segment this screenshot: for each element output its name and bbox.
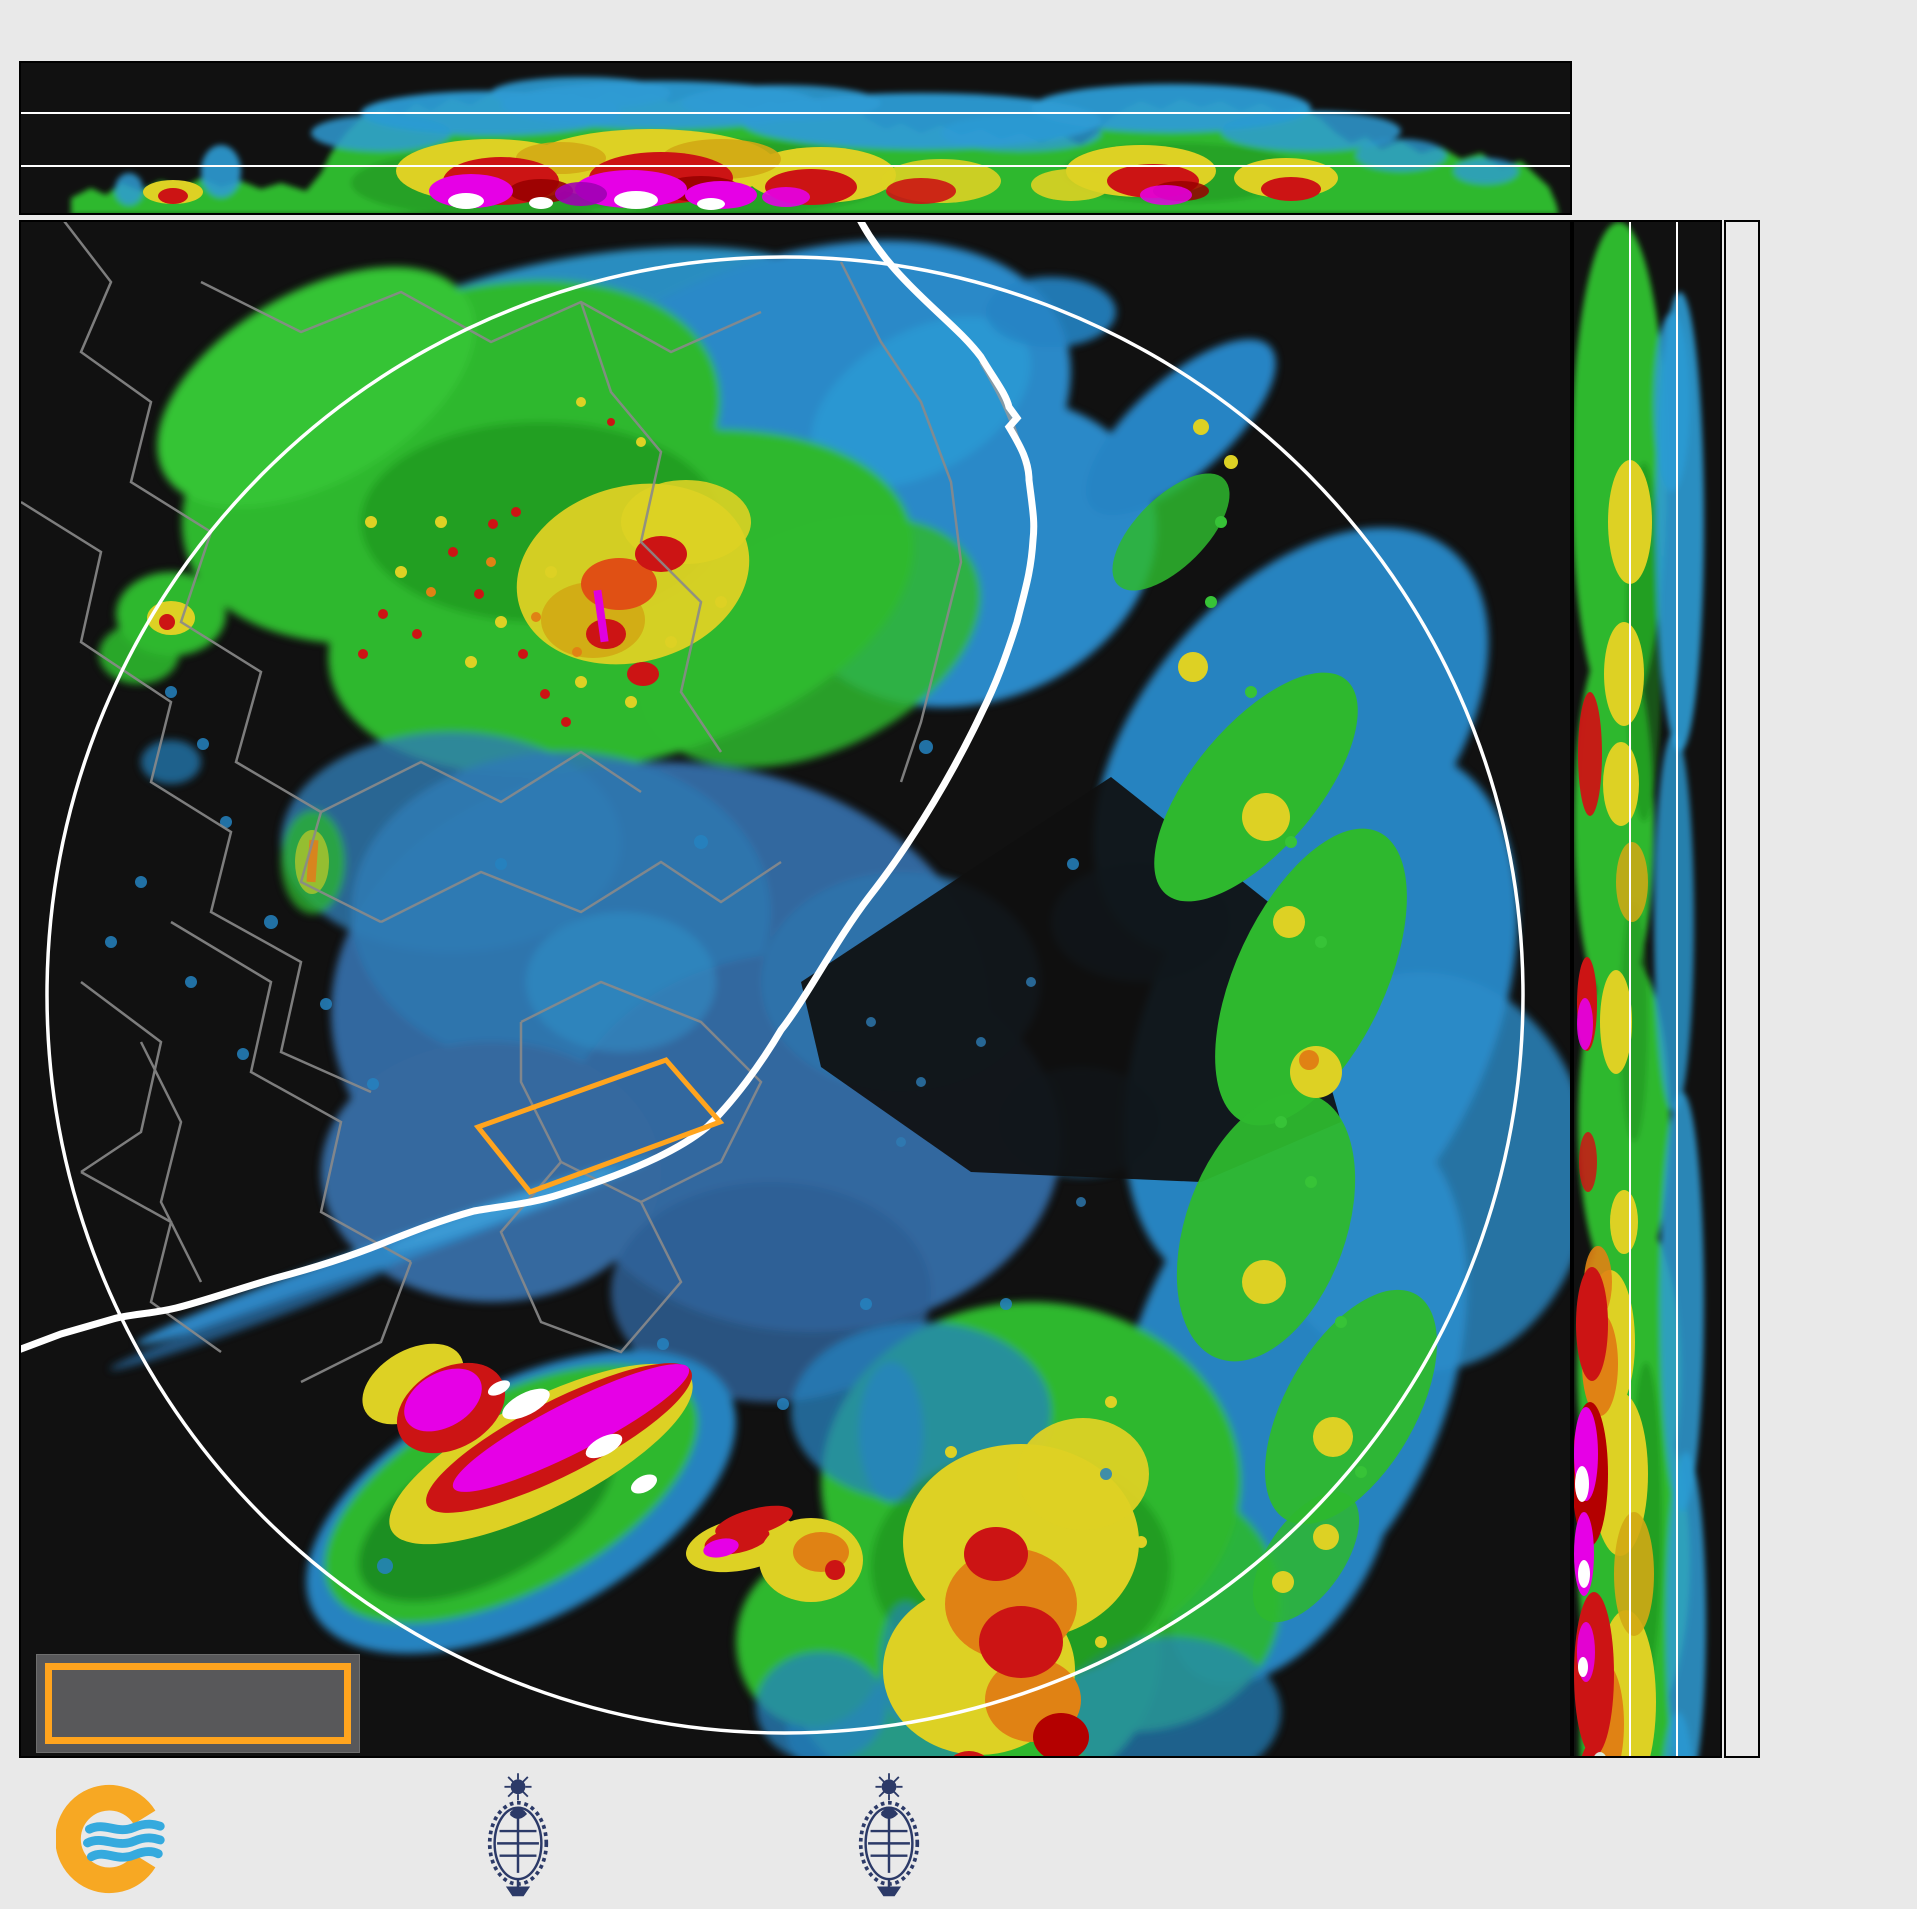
smn-wave-2 — [83, 1833, 165, 1848]
radar-map-plot — [21, 222, 1570, 1756]
ew-cross-section-plot — [21, 63, 1570, 213]
ns-cross-section-plot — [1574, 222, 1720, 1756]
advisory-polygon — [473, 1057, 725, 1195]
ns-echo-cores — [1574, 460, 1656, 1756]
range-ring — [45, 255, 1525, 1735]
footer — [0, 1762, 1917, 1909]
advisory-button[interactable] — [36, 1654, 360, 1753]
smn-c-shape — [56, 1784, 156, 1894]
coastline — [21, 222, 1038, 1353]
economia-crest-icon — [851, 1772, 927, 1900]
defensa-logo-group — [480, 1772, 572, 1900]
colorbar-ticks — [1760, 220, 1910, 1758]
colorbar-scale — [1724, 220, 1760, 1758]
economia-logo-group — [851, 1772, 943, 1900]
defensa-crest-icon — [480, 1772, 556, 1900]
ew-cross-section-panel — [19, 61, 1572, 215]
smn-wave-1 — [85, 1819, 165, 1835]
smn-wave-3 — [86, 1847, 163, 1862]
echo-core-layer — [105, 397, 1437, 1756]
advisory-button-frame — [45, 1663, 351, 1744]
radar-map-panel — [19, 220, 1572, 1758]
smn-logo-group — [56, 1780, 188, 1898]
smn-logo-icon — [56, 1784, 165, 1894]
ns-cross-section-panel — [1572, 220, 1722, 1758]
